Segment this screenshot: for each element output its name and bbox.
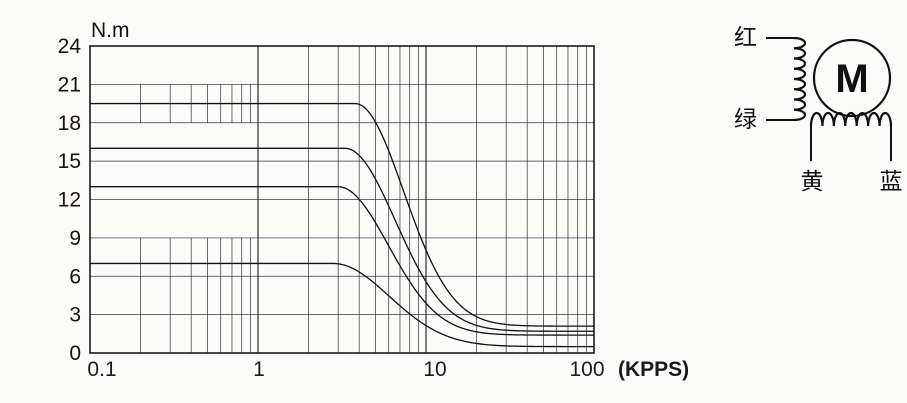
svg-text:0.1: 0.1 (87, 358, 116, 381)
svg-text:18: 18 (58, 112, 81, 135)
svg-text:12: 12 (58, 189, 81, 212)
svg-text:100: 100 (569, 358, 604, 381)
svg-text:N.m: N.m (91, 19, 130, 42)
svg-text:3: 3 (69, 304, 81, 327)
svg-text:9: 9 (69, 227, 81, 250)
svg-text:1: 1 (253, 358, 265, 381)
svg-text:黄: 黄 (801, 168, 824, 194)
svg-text:21: 21 (58, 73, 81, 96)
svg-text:红: 红 (734, 24, 757, 50)
svg-text:6: 6 (69, 265, 81, 288)
svg-text:15: 15 (58, 150, 81, 173)
svg-text:24: 24 (58, 35, 82, 58)
svg-text:M: M (835, 57, 868, 101)
svg-text:0: 0 (69, 342, 81, 365)
svg-text:10: 10 (423, 358, 446, 381)
svg-text:(KPPS): (KPPS) (618, 358, 689, 381)
svg-text:绿: 绿 (734, 106, 757, 132)
svg-text:蓝: 蓝 (880, 168, 903, 194)
